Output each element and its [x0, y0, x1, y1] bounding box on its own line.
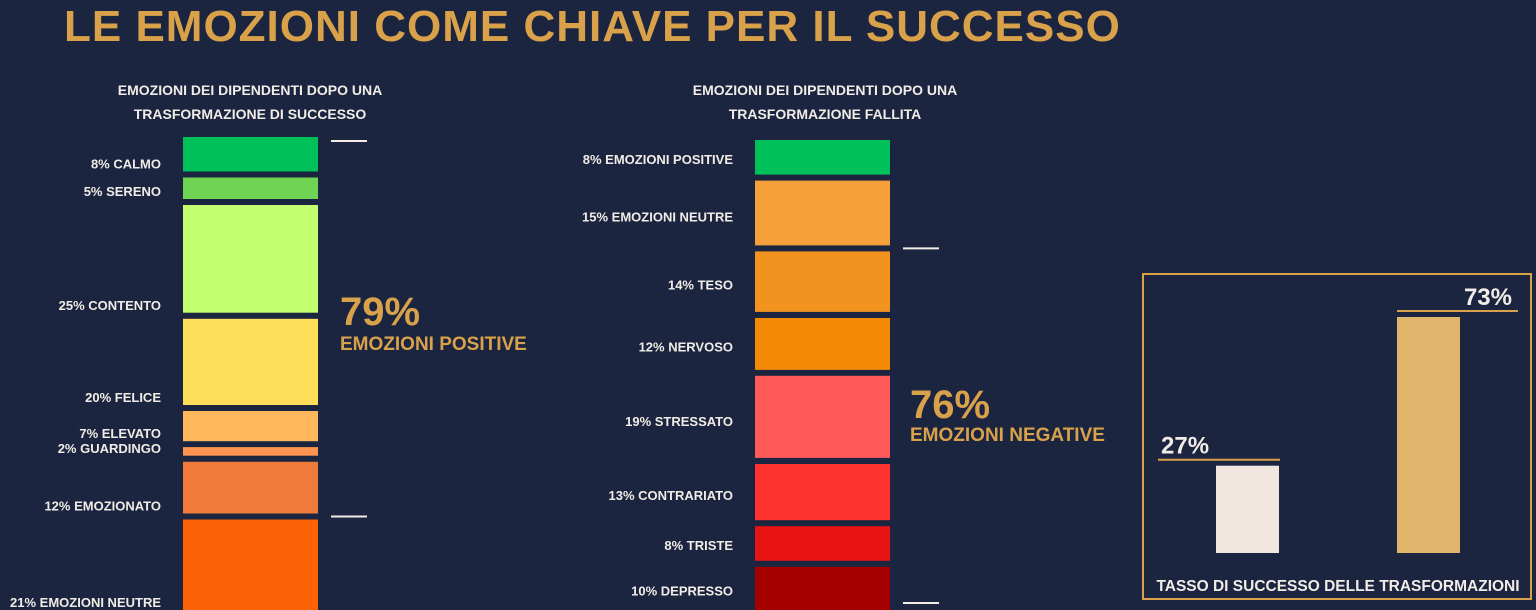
negative-emotions-percentage: 76%	[910, 383, 991, 427]
success-rate-bar	[1397, 317, 1460, 553]
failed-emotions-segment-label: 8% EMOZIONI POSITIVE	[583, 152, 734, 167]
success-rate-value-label: 27%	[1161, 433, 1209, 460]
failed-emotions-segment-label: 15% EMOZIONI NEUTRE	[582, 209, 733, 224]
page-title: LE EMOZIONI COME CHIAVE PER IL SUCCESSO	[64, 2, 1121, 51]
success-rate-caption: TASSO DI SUCCESSO DELLE TRASFORMAZIONI	[1156, 578, 1520, 595]
success-emotions-segment	[183, 519, 318, 610]
success-emotions-segment	[183, 411, 318, 442]
success-chart-title-line-1: EMOZIONI DEI DIPENDENTI DOPO UNA	[117, 82, 383, 98]
success-emotions-segment-label: 12% EMOZIONATO	[44, 499, 161, 514]
failed-emotions-segment	[755, 375, 890, 458]
success-emotions-segment	[183, 461, 318, 514]
success-emotions-segment-label: 8% CALMO	[91, 157, 161, 172]
failed-emotions-segment-label: 14% TESO	[668, 278, 733, 293]
failed-emotions-segment	[755, 251, 890, 312]
success-emotions-segment	[183, 205, 318, 313]
failed-emotions-segment	[755, 464, 890, 521]
success-emotions-segment-label: 20% FELICE	[85, 390, 161, 405]
failed-emotions-segment-label: 12% NERVOSO	[639, 340, 733, 355]
positive-emotions-label: EMOZIONI POSITIVE	[340, 334, 527, 355]
success-emotions-segment-label: 21% EMOZIONI NEUTRE	[10, 595, 161, 610]
failed-emotions-segment-label: 19% STRESSATO	[625, 414, 733, 429]
success-emotions-segment-label: 5% SERENO	[84, 184, 161, 199]
failed-emotions-segment-label: 13% CONTRARIATO	[609, 488, 733, 503]
success-emotions-segment	[183, 177, 318, 199]
positive-emotions-percentage: 79%	[340, 290, 421, 334]
failed-emotions-segment	[755, 526, 890, 561]
failed-chart-title-line-1: EMOZIONI DEI DIPENDENTI DOPO UNA	[692, 82, 958, 98]
failed-chart-title-line-2: TRASFORMAZIONE FALLITA	[728, 106, 922, 122]
failed-emotions-segment	[755, 180, 890, 246]
negative-emotions-label: EMOZIONI NEGATIVE	[910, 425, 1105, 446]
success-rate-bar	[1216, 465, 1279, 553]
failed-emotions-segment	[755, 318, 890, 370]
success-emotions-segment	[183, 137, 318, 172]
failed-chart-title: EMOZIONI DEI DIPENDENTI DOPO UNA TRASFOR…	[640, 78, 1010, 126]
failed-emotions-segment	[755, 140, 890, 175]
success-emotions-segment-label: 2% GUARDINGO	[58, 441, 161, 456]
success-emotions-segment	[183, 447, 318, 456]
failed-emotions-segment-label: 10% DEPRESSO	[631, 584, 733, 599]
success-chart-title: EMOZIONI DEI DIPENDENTI DOPO UNA TRASFOR…	[70, 78, 430, 126]
failed-emotions-segment-label: 8% TRISTE	[664, 538, 733, 553]
success-emotions-segment-label: 25% CONTENTO	[59, 298, 161, 313]
success-emotions-segment	[183, 318, 318, 405]
success-emotions-segment-label: 7% ELEVATO	[79, 426, 161, 441]
success-rate-panel	[1142, 273, 1532, 600]
success-chart-title-line-2: TRASFORMAZIONE DI SUCCESSO	[133, 106, 367, 122]
success-rate-value-label: 73%	[1464, 284, 1512, 311]
failed-emotions-segment	[755, 566, 890, 610]
